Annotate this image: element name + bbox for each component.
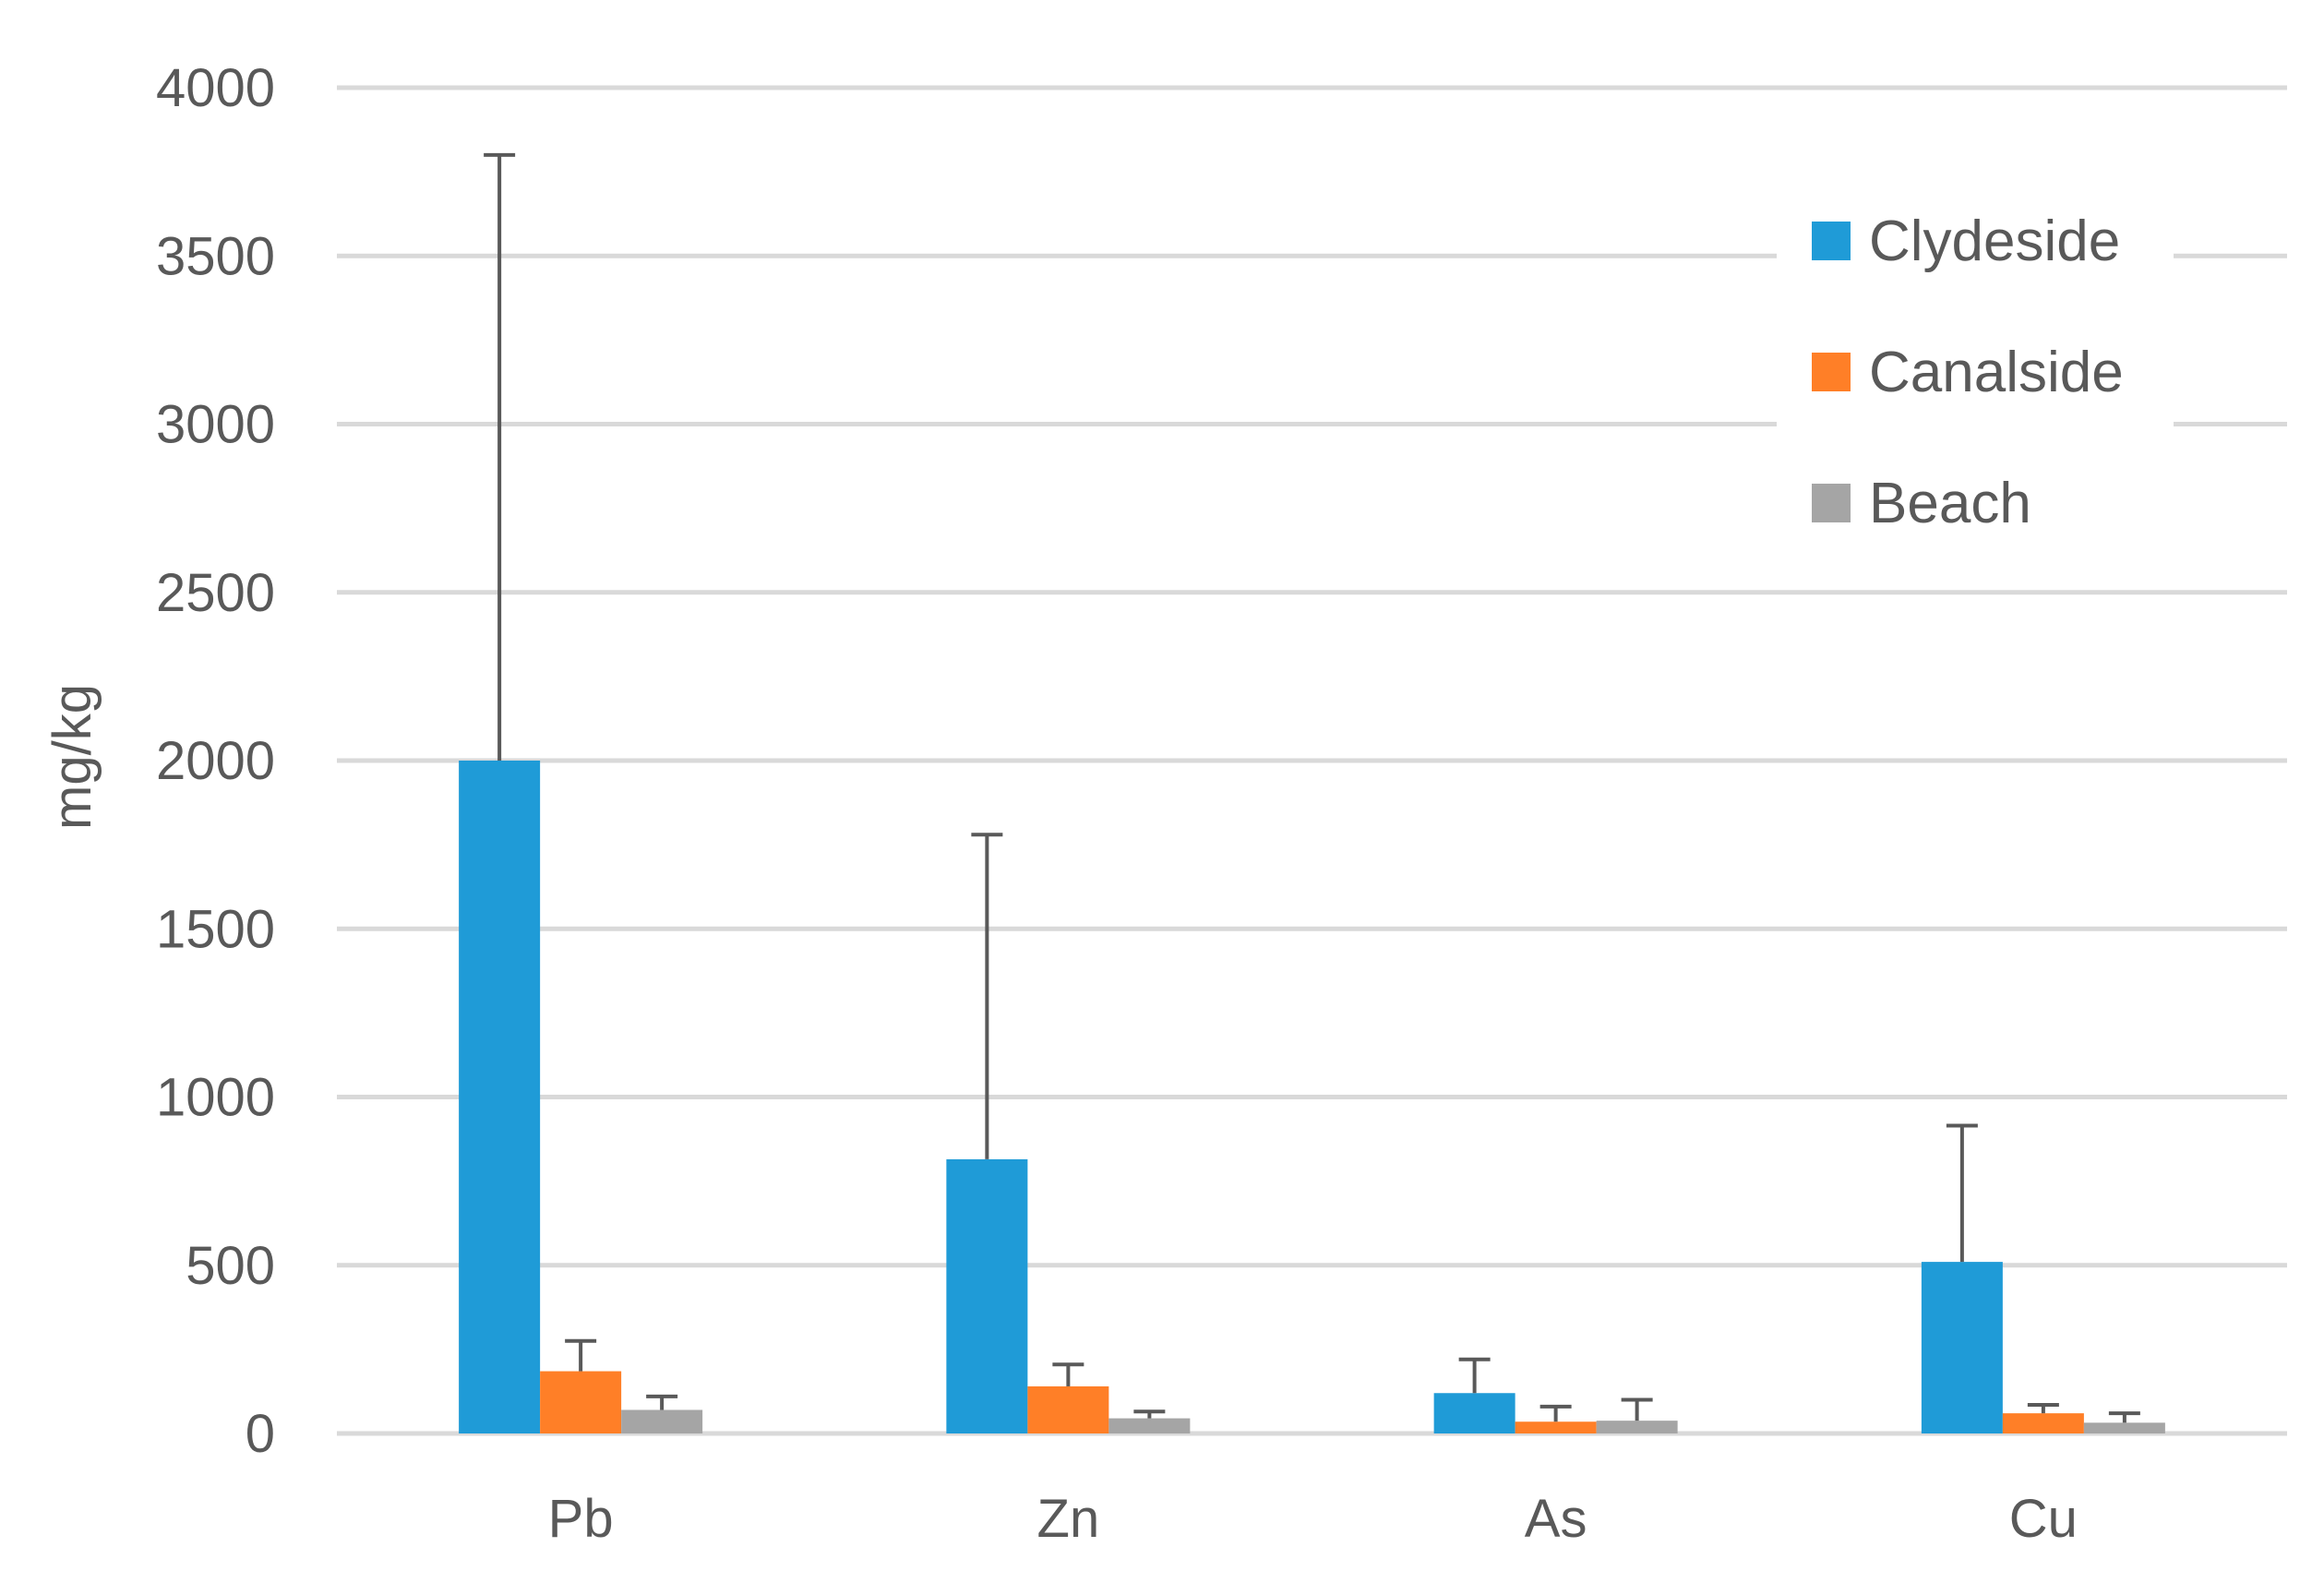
y-tick-label: 2000 <box>156 731 275 791</box>
legend-swatch <box>1812 353 1851 391</box>
bar-canalside-zn <box>1027 1385 1109 1433</box>
error-bar-canalside-as <box>1539 1404 1572 1422</box>
legend-label: Beach <box>1869 472 2031 535</box>
y-tick-label: 3000 <box>156 395 275 455</box>
x-axis-category-labels: Pb Zn As Cu <box>548 1489 2078 1549</box>
y-axis-tick-labels: 0 500 1000 1500 2000 2500 3000 3500 4000 <box>156 58 275 1464</box>
y-tick-label: 500 <box>186 1236 275 1296</box>
legend-item-clydeside: Clydeside <box>1812 210 2120 273</box>
bar-canalside-pb <box>540 1371 622 1433</box>
error-bar-clydeside-pb <box>484 152 516 761</box>
bar-clydeside-pb <box>459 761 541 1433</box>
error-bar-clydeside-as <box>1458 1357 1491 1394</box>
error-bar-canalside-zn <box>1052 1362 1084 1386</box>
bar-canalside-as <box>1515 1421 1597 1433</box>
y-axis-title: mg/kg <box>42 684 102 830</box>
y-tick-label: 2500 <box>156 563 275 623</box>
bar-clydeside-cu <box>1921 1262 2003 1433</box>
error-bar-clydeside-cu <box>1946 1123 1978 1263</box>
y-tick-label: 1000 <box>156 1068 275 1128</box>
legend-item-beach: Beach <box>1812 472 2031 535</box>
bar-beach-as <box>1596 1421 1678 1433</box>
bars <box>459 761 2165 1433</box>
legend: Clydeside Canalside Beach <box>1777 175 2174 563</box>
x-category-label: Cu <box>2009 1489 2078 1549</box>
legend-item-canalside: Canalside <box>1812 341 2124 404</box>
error-bar-beach-zn <box>1133 1409 1166 1419</box>
error-bars <box>484 152 2140 1423</box>
legend-label: Canalside <box>1869 341 2124 404</box>
bar-canalside-cu <box>2002 1413 2084 1433</box>
bar-beach-zn <box>1108 1418 1191 1433</box>
y-tick-label: 3500 <box>156 226 275 286</box>
x-category-label: Zn <box>1037 1489 1100 1549</box>
bar-clydeside-zn <box>946 1158 1028 1433</box>
y-tick-label: 0 <box>246 1404 275 1464</box>
x-category-label: As <box>1525 1489 1587 1549</box>
y-tick-label: 1500 <box>156 899 275 959</box>
bar-clydeside-as <box>1433 1393 1515 1433</box>
error-bar-clydeside-zn <box>971 833 1003 1159</box>
bar-beach-cu <box>2083 1422 2165 1433</box>
error-bar-canalside-pb <box>565 1338 597 1372</box>
error-bar-canalside-cu <box>2027 1403 2059 1414</box>
legend-label: Clydeside <box>1869 210 2120 273</box>
y-tick-label: 4000 <box>156 58 275 118</box>
error-bar-beach-as <box>1621 1397 1653 1421</box>
bar-beach-pb <box>621 1409 703 1433</box>
legend-swatch <box>1812 484 1851 522</box>
legend-swatch <box>1812 222 1851 260</box>
error-bar-beach-pb <box>646 1394 678 1410</box>
error-bar-beach-cu <box>2108 1411 2140 1423</box>
x-category-label: Pb <box>548 1489 614 1549</box>
